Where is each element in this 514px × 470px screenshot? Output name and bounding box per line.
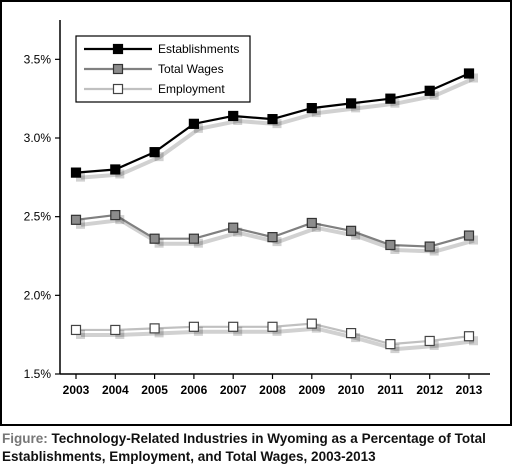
data-point (188, 118, 199, 129)
data-point (267, 114, 278, 125)
data-point (149, 323, 160, 334)
legend-label: Employment (158, 82, 225, 96)
data-point (306, 103, 317, 114)
series-employment (70, 318, 478, 354)
caption-lead: Figure: (2, 431, 48, 446)
series-layer (70, 68, 478, 354)
axes: 1.5% 2.0% 2.5% 3.0% 3.5% 2003 2004 2005 2006 2007… (24, 20, 490, 397)
data-point (463, 230, 475, 241)
x-tick-label: 2011 (377, 383, 403, 397)
x-tick-label: 2007 (220, 383, 247, 397)
data-point (267, 321, 278, 332)
data-point (188, 233, 199, 244)
legend-label: Total Wages (158, 62, 224, 76)
data-point (346, 327, 357, 339)
data-point (424, 85, 435, 96)
legend-label: Establishments (158, 42, 239, 56)
y-tick-label: 2.5% (24, 210, 52, 224)
data-point (346, 98, 357, 109)
x-tick-label: 2010 (338, 383, 365, 397)
x-tick-label: 2006 (181, 383, 208, 397)
x-tick-label: 2005 (141, 383, 168, 397)
series-total-wages (70, 209, 478, 256)
legend: Establishments Total Wages Employment (75, 35, 251, 103)
y-tick-label: 3.0% (24, 131, 52, 145)
data-point (306, 217, 317, 229)
legend-marker (112, 83, 124, 95)
x-tick-label: 2013 (456, 383, 483, 397)
x-tick-label: 2012 (416, 383, 443, 397)
data-point (110, 209, 121, 221)
caption-text: Technology-Related Industries in Wyoming… (2, 431, 486, 464)
data-point (70, 324, 82, 336)
y-tick-label: 3.5% (24, 52, 52, 66)
data-point (385, 239, 396, 251)
legend-marker (112, 63, 124, 75)
data-point (149, 233, 160, 244)
figure-caption: Figure: Technology-Related Industries in… (2, 430, 512, 466)
data-point (228, 222, 239, 233)
data-point (306, 318, 317, 329)
x-tick-label: 2009 (298, 383, 325, 397)
legend-marker (112, 43, 124, 55)
chart: 1.5% 2.0% 2.5% 3.0% 3.5% 2003 2004 2005 2006 2007… (0, 0, 512, 426)
data-point (70, 167, 82, 178)
legend-item: Total Wages (84, 62, 224, 76)
data-point (228, 321, 239, 332)
x-tick-label: 2003 (63, 383, 90, 397)
series-establishments (70, 68, 478, 182)
y-tick-label: 2.0% (24, 288, 52, 302)
data-point (463, 331, 475, 342)
data-point (110, 164, 121, 175)
x-tick-label: 2004 (102, 383, 129, 397)
data-point (149, 147, 160, 158)
data-point (228, 110, 239, 122)
x-tick-label: 2008 (259, 383, 286, 397)
data-point (424, 241, 435, 252)
legend-item: Employment (84, 82, 225, 96)
data-point (385, 93, 396, 104)
data-point (110, 324, 121, 336)
data-point (70, 214, 82, 225)
data-point (385, 339, 396, 350)
y-tick-label: 1.5% (24, 367, 52, 381)
data-point (267, 232, 278, 243)
data-point (346, 225, 357, 236)
legend-item: Establishments (84, 42, 239, 56)
data-point (188, 321, 199, 332)
data-point (463, 68, 475, 79)
data-point (424, 335, 435, 347)
